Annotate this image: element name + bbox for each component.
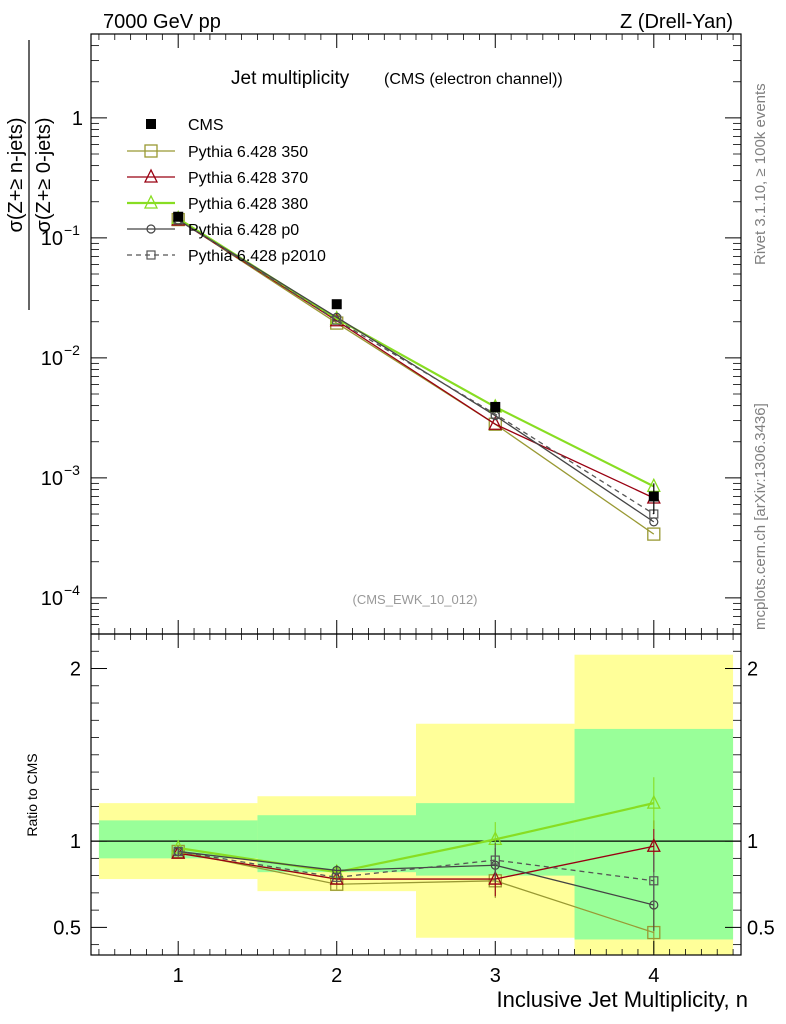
series-cms-data <box>173 211 659 514</box>
y-axis-label: σ(Z+≥ n-jets) σ(Z+≥ 0-jets) <box>5 40 55 310</box>
main-series-layer <box>171 210 661 541</box>
marker-square <box>647 527 661 541</box>
rivet-label: Rivet 3.1.10, ≥ 100k events <box>752 83 769 265</box>
marker-square-small <box>332 872 342 882</box>
legend-label: CMS <box>188 117 224 134</box>
ratio-pythia-6-428-370 <box>171 820 661 897</box>
ratio-tick-label-right: 2 <box>747 659 758 681</box>
x-axis-label: Inclusive Jet Multiplicity, n <box>497 987 748 1012</box>
ratio-tick-label-right: 1 <box>747 831 758 853</box>
x-tick-label: 4 <box>648 965 659 987</box>
y-tick-base: 10 <box>41 468 63 490</box>
legend-label: Pythia 6.428 350 <box>188 144 308 161</box>
y-tick-base: 10 <box>41 228 63 250</box>
legend-entry-cms: CMS <box>146 117 224 134</box>
chart-subtitle: (CMS (electron channel)) <box>384 71 563 88</box>
y-tick-exponent: −4 <box>64 582 80 598</box>
marker-filled-square <box>490 401 501 412</box>
marker-filled-square <box>173 211 184 222</box>
header-energy: 7000 GeV pp <box>103 11 221 33</box>
marker-triangle <box>329 870 344 885</box>
ratio-tick-label-right: 0.5 <box>747 917 775 939</box>
ratio-line <box>178 850 655 934</box>
y-tick-label: 10 −4 <box>41 582 80 610</box>
chart-title: Jet multiplicity (CMS (electron channel)… <box>231 68 563 89</box>
marker-square <box>144 144 158 158</box>
legend-entry: Pythia 6.428 p2010 <box>127 248 326 265</box>
marker-square-small <box>490 855 500 865</box>
marker-circle <box>146 224 156 234</box>
y-label-numerator: σ(Z+≥ n-jets) <box>5 118 27 233</box>
marker-square-small <box>173 846 183 857</box>
marker-square-small <box>649 876 659 886</box>
ratio-band-inner <box>257 815 416 873</box>
analysis-tag: (CMS_EWK_10_012) <box>353 592 478 607</box>
legend: CMS Pythia 6.428 350 Pythia 6.428 370 Pythi… <box>127 117 326 265</box>
ratio-pythia-6-428-p2010 <box>173 842 659 907</box>
ratio-line <box>178 850 654 906</box>
mcplots-label: mcplots.cern.ch [arXiv:1306.3436] <box>752 403 769 630</box>
legend-entry: Pythia 6.428 350 <box>127 144 308 161</box>
ratio-y-label: Ratio to CMS <box>24 753 40 836</box>
legend-label: Pythia 6.428 380 <box>188 196 308 213</box>
marker-square-small <box>146 250 156 260</box>
y-tick-exponent: −3 <box>64 462 80 478</box>
marker-square-small <box>332 315 342 325</box>
ratio-tick-label-left: 2 <box>70 659 81 681</box>
y-tick-exponent: −2 <box>64 342 80 358</box>
y-tick-label: 1 <box>72 108 83 130</box>
chart-title-main: Jet multiplicity <box>231 68 350 89</box>
legend-label: Pythia 6.428 370 <box>188 170 308 187</box>
marker-triangle <box>143 168 159 183</box>
legend-entry: Pythia 6.428 p0 <box>127 222 299 239</box>
y-tick-exponent: −1 <box>64 222 80 238</box>
legend-label: Pythia 6.428 p2010 <box>188 248 326 265</box>
ratio-line <box>178 845 654 880</box>
ratio-series-layer <box>171 777 661 954</box>
y-tick-base: 1 <box>72 108 83 130</box>
x-tick-label: 2 <box>331 965 342 987</box>
ratio-line <box>178 850 654 882</box>
ratio-line <box>178 802 655 874</box>
marker-filled-square <box>648 491 659 502</box>
y-tick-base: 10 <box>41 588 63 610</box>
header-process: Z (Drell-Yan) <box>620 11 733 33</box>
marker-triangle <box>646 837 661 852</box>
legend-entry: Pythia 6.428 370 <box>127 168 308 187</box>
y-tick-label: 10 −2 <box>41 342 80 370</box>
marker-triangle <box>646 794 661 809</box>
marker-triangle <box>143 194 159 209</box>
y-tick-base: 10 <box>41 348 63 370</box>
marker-filled-square <box>146 119 156 129</box>
axes-layer: 1 2 3 410−410−310−210 −110.5 0.51 12 2 <box>41 33 775 987</box>
series-line <box>177 219 655 515</box>
ratio-tick-label-left: 0.5 <box>53 917 81 939</box>
marker-triangle <box>488 870 503 885</box>
legend-label: Pythia 6.428 p0 <box>188 222 299 239</box>
y-tick-label: 10 −3 <box>41 462 80 490</box>
ratio-tick-label-left: 1 <box>70 831 81 853</box>
y-tick-label: 10 −1 <box>41 222 80 250</box>
series-line <box>177 219 655 535</box>
marker-filled-square <box>331 299 342 310</box>
legend-entry: Pythia 6.428 380 <box>127 194 308 213</box>
marker-triangle <box>488 415 503 430</box>
x-tick-label: 3 <box>490 965 501 987</box>
x-tick-label: 1 <box>173 965 184 987</box>
y-label-denominator: σ(Z+≥ 0-jets) <box>33 118 55 233</box>
